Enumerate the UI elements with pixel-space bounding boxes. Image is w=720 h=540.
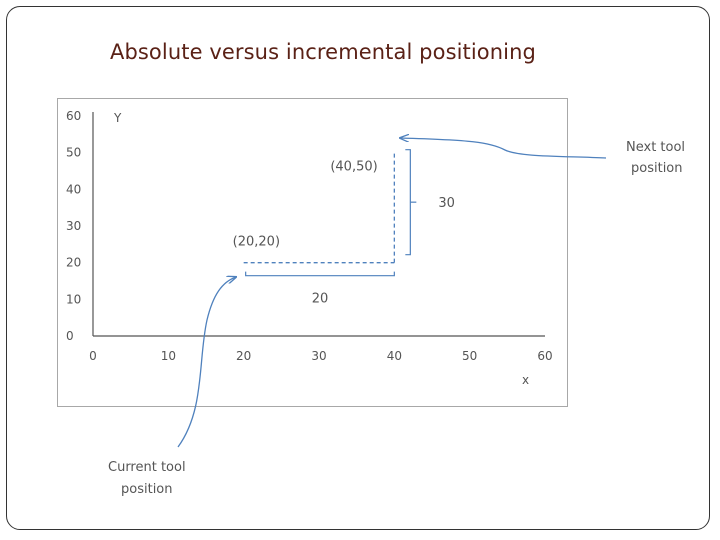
x-tick-label: 30 <box>311 349 326 363</box>
y-tick-label: 20 <box>66 256 81 270</box>
plot-panel <box>57 98 568 407</box>
x-tick-label: 40 <box>387 349 402 363</box>
x-tick-label: 10 <box>161 349 176 363</box>
x-tick-label: 50 <box>462 349 477 363</box>
current-tool-label-line1: Current tool <box>108 460 186 475</box>
y-tick-label: 60 <box>66 109 81 123</box>
y-tick-label: 10 <box>66 292 81 306</box>
y-axis-label: Y <box>113 111 122 125</box>
next-tool-label-line2: position <box>631 161 683 176</box>
point-label-end: (40,50) <box>330 160 377 175</box>
current-tool-arrow <box>177 277 236 448</box>
dy-bracket <box>405 149 411 256</box>
y-tick-label: 50 <box>66 146 81 160</box>
x-axis-label: x <box>522 373 529 387</box>
dx-bracket <box>245 271 395 277</box>
y-tick-label: 40 <box>66 182 81 196</box>
slide-frame <box>6 6 710 530</box>
point-label-start: (20,20) <box>233 235 280 250</box>
current-tool-label-line2: position <box>121 482 173 497</box>
x-tick-label: 20 <box>236 349 251 363</box>
y-tick-label: 0 <box>66 329 74 343</box>
next-tool-label-line1: Next tool <box>626 140 685 155</box>
next-tool-arrow <box>400 138 607 159</box>
y-tick-label: 30 <box>66 219 81 233</box>
x-tick-label: 0 <box>89 349 97 363</box>
dx-label: 20 <box>312 292 329 307</box>
dy-label: 30 <box>438 196 455 211</box>
slide-title: Absolute versus incremental positioning <box>110 40 536 64</box>
x-tick-label: 60 <box>537 349 552 363</box>
